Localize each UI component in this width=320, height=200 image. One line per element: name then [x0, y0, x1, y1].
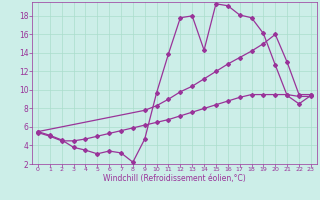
X-axis label: Windchill (Refroidissement éolien,°C): Windchill (Refroidissement éolien,°C) [103, 174, 246, 183]
